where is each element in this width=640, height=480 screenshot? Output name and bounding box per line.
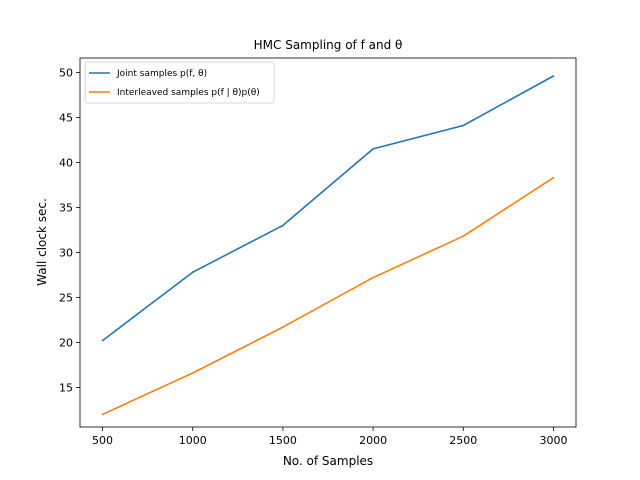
x-tick-label: 1500 — [269, 434, 297, 447]
series-line-1 — [102, 75, 554, 342]
data-point — [372, 276, 374, 279]
x-axis: 500 1000 1500 2000 2500 3000 — [92, 427, 567, 447]
x-tick-label: 2000 — [359, 434, 387, 447]
data-point — [462, 124, 465, 127]
chart-title: HMC Sampling of f and θ — [254, 38, 403, 52]
legend: Joint samples p(f, θ) Interleaved samples… — [84, 61, 275, 104]
data-point — [282, 326, 284, 328]
y-tick-label: 40 — [59, 156, 73, 169]
x-axis-label: No. of Samples — [283, 454, 373, 468]
x-tick-label: 1000 — [179, 434, 207, 447]
data-point — [101, 339, 104, 342]
legend-box — [84, 61, 275, 104]
plot-frame — [79, 57, 577, 428]
y-axis: 15 20 25 30 35 40 45 50 — [59, 66, 80, 394]
x-tick-label: 3000 — [539, 434, 567, 447]
series-lines — [101, 75, 555, 416]
y-tick-label: 30 — [59, 246, 73, 259]
y-tick-label: 25 — [59, 291, 73, 304]
y-tick-label: 35 — [59, 201, 73, 214]
legend-label-2: Interleaved samples p(f | θ)p(θ) — [117, 88, 260, 98]
data-point — [372, 148, 374, 150]
x-tick-label: 500 — [92, 434, 113, 447]
y-axis-label: Wall clock sec. — [35, 198, 49, 286]
series-line-2 — [102, 177, 554, 416]
y-tick-label: 45 — [59, 111, 73, 124]
data-point — [101, 413, 104, 416]
data-point — [552, 75, 555, 77]
y-tick-label: 20 — [59, 336, 73, 349]
y-tick-label: 50 — [59, 66, 73, 79]
data-point — [552, 176, 555, 179]
data-point — [191, 372, 194, 374]
data-point — [282, 224, 284, 227]
y-tick-label: 15 — [59, 381, 73, 394]
data-point — [462, 235, 465, 237]
data-point — [191, 271, 194, 274]
legend-label-1: Joint samples p(f, θ) — [116, 69, 207, 79]
x-tick-label: 2500 — [449, 434, 477, 447]
plot-area — [79, 57, 577, 428]
